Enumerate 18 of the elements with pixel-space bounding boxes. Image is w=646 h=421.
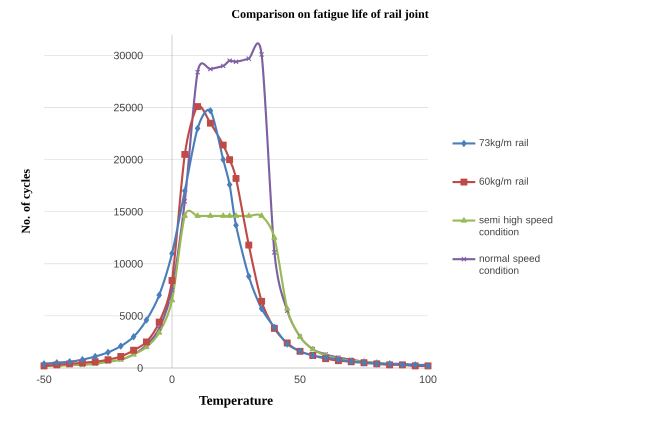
legend-label: 60kg/m rail	[480, 177, 528, 187]
y-tick-label: 10000	[114, 260, 143, 268]
y-tick-label: 20000	[114, 156, 143, 164]
legend-label: semi high speed condition	[479, 216, 552, 236]
x-tick-label: 100	[420, 376, 436, 384]
y-tick-label: 30000	[114, 52, 143, 60]
y-tick-label: 25000	[114, 104, 143, 112]
y-tick-label: 0	[138, 364, 143, 372]
x-tick-label: -50	[36, 376, 52, 384]
x-axis-title: Temperature	[199, 396, 273, 408]
chart-title: Comparison on fatigue life of rail joint	[232, 9, 429, 21]
legend-label: 73kg/m rail	[480, 138, 528, 148]
y-axis-title: No. of cycles	[21, 169, 32, 234]
legend-label: normal speed condition	[479, 254, 540, 274]
y-tick-label: 15000	[114, 208, 143, 216]
x-tick-label: 0	[169, 376, 175, 384]
y-tick-label: 5000	[120, 312, 143, 320]
x-tick-label: 50	[294, 376, 306, 384]
